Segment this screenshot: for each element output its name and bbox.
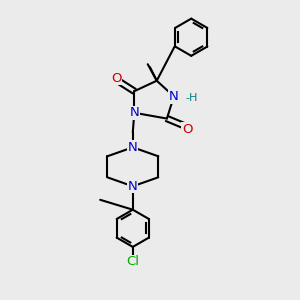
- Text: N: N: [169, 90, 179, 103]
- Text: N: N: [128, 180, 138, 193]
- Text: -H: -H: [185, 93, 198, 103]
- Text: N: N: [128, 141, 138, 154]
- Text: Cl: Cl: [126, 255, 139, 268]
- Text: O: O: [111, 72, 122, 85]
- Text: O: O: [182, 122, 193, 136]
- Text: N: N: [129, 106, 139, 119]
